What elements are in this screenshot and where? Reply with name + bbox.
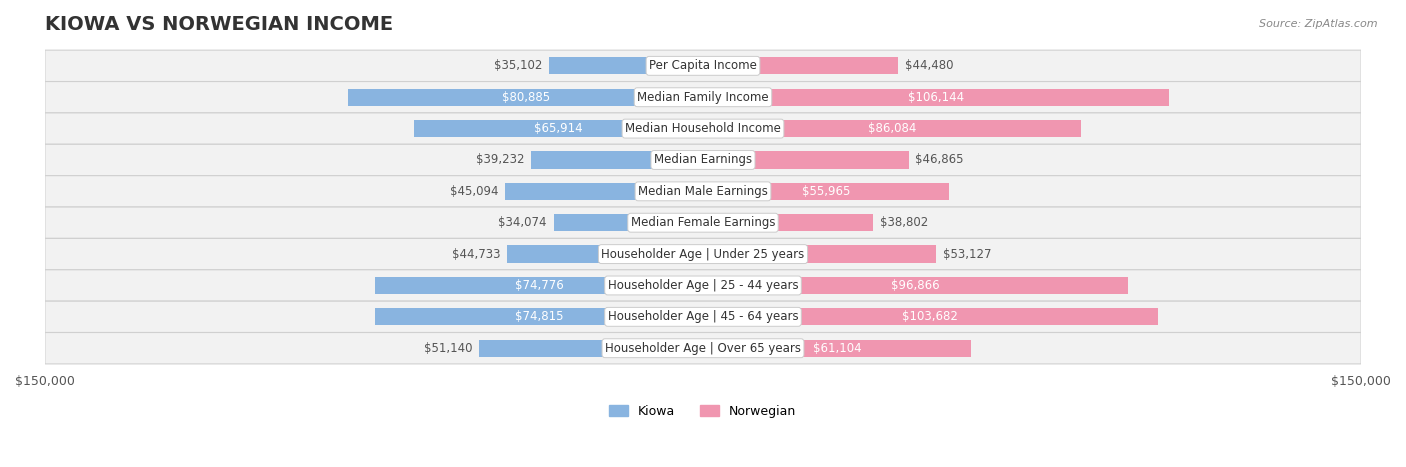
Bar	[413, 120, 703, 137]
Text: $53,127: $53,127	[942, 248, 991, 261]
FancyBboxPatch shape	[45, 239, 1361, 270]
Text: $34,074: $34,074	[499, 216, 547, 229]
Bar	[703, 120, 1081, 137]
FancyBboxPatch shape	[45, 301, 1361, 333]
Text: $106,144: $106,144	[908, 91, 965, 104]
Text: $96,866: $96,866	[891, 279, 939, 292]
Text: $44,480: $44,480	[904, 59, 953, 72]
FancyBboxPatch shape	[45, 270, 1361, 301]
Text: $61,104: $61,104	[813, 342, 862, 355]
Bar	[349, 89, 703, 106]
FancyBboxPatch shape	[45, 113, 1361, 144]
Text: Median Male Earnings: Median Male Earnings	[638, 185, 768, 198]
Bar	[703, 340, 972, 357]
Text: $65,914: $65,914	[534, 122, 582, 135]
Text: $44,733: $44,733	[451, 248, 501, 261]
Bar	[703, 89, 1168, 106]
Text: $74,776: $74,776	[515, 279, 564, 292]
Bar	[703, 151, 908, 169]
Text: $55,965: $55,965	[801, 185, 851, 198]
Text: $39,232: $39,232	[475, 154, 524, 166]
Bar	[375, 277, 703, 294]
Text: Householder Age | 45 - 64 years: Householder Age | 45 - 64 years	[607, 311, 799, 323]
Bar	[505, 183, 703, 200]
Bar	[703, 214, 873, 231]
FancyBboxPatch shape	[45, 82, 1361, 113]
Bar	[703, 246, 936, 263]
Text: Source: ZipAtlas.com: Source: ZipAtlas.com	[1260, 19, 1378, 28]
Bar	[554, 214, 703, 231]
Bar	[703, 183, 949, 200]
Text: $35,102: $35,102	[494, 59, 543, 72]
Text: Householder Age | Over 65 years: Householder Age | Over 65 years	[605, 342, 801, 355]
Text: $80,885: $80,885	[502, 91, 550, 104]
Bar	[506, 246, 703, 263]
FancyBboxPatch shape	[45, 207, 1361, 239]
Bar	[548, 57, 703, 74]
Text: $45,094: $45,094	[450, 185, 499, 198]
Bar	[531, 151, 703, 169]
Text: $103,682: $103,682	[903, 311, 959, 323]
Text: Median Household Income: Median Household Income	[626, 122, 780, 135]
Bar	[703, 308, 1159, 325]
Text: Householder Age | 25 - 44 years: Householder Age | 25 - 44 years	[607, 279, 799, 292]
Text: Median Earnings: Median Earnings	[654, 154, 752, 166]
Text: $46,865: $46,865	[915, 154, 963, 166]
FancyBboxPatch shape	[45, 176, 1361, 207]
Text: $51,140: $51,140	[423, 342, 472, 355]
FancyBboxPatch shape	[45, 144, 1361, 176]
Bar	[703, 277, 1128, 294]
Text: $86,084: $86,084	[868, 122, 917, 135]
Text: $38,802: $38,802	[880, 216, 928, 229]
Text: Median Female Earnings: Median Female Earnings	[631, 216, 775, 229]
FancyBboxPatch shape	[45, 333, 1361, 364]
Bar	[703, 57, 898, 74]
Text: Per Capita Income: Per Capita Income	[650, 59, 756, 72]
Text: KIOWA VS NORWEGIAN INCOME: KIOWA VS NORWEGIAN INCOME	[45, 15, 394, 34]
Bar	[375, 308, 703, 325]
Text: $74,815: $74,815	[515, 311, 564, 323]
Text: Median Family Income: Median Family Income	[637, 91, 769, 104]
Bar	[478, 340, 703, 357]
FancyBboxPatch shape	[45, 50, 1361, 82]
Legend: Kiowa, Norwegian: Kiowa, Norwegian	[605, 400, 801, 423]
Text: Householder Age | Under 25 years: Householder Age | Under 25 years	[602, 248, 804, 261]
